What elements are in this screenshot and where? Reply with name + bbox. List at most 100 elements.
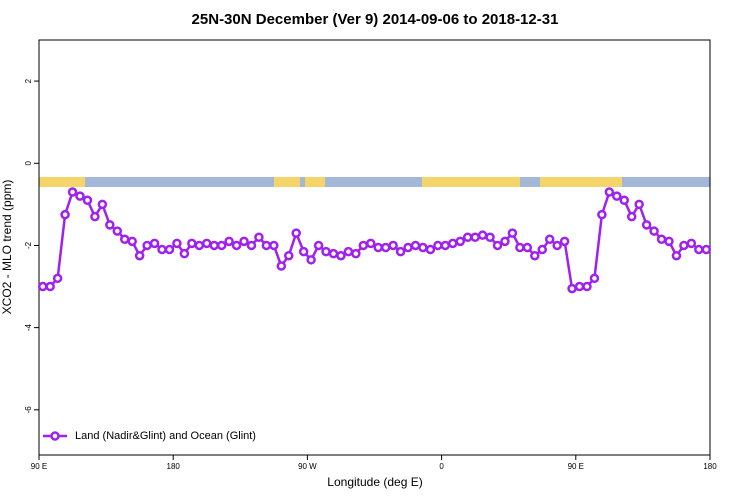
point	[567, 283, 577, 294]
point	[216, 240, 227, 251]
point	[440, 240, 451, 251]
point	[246, 240, 257, 251]
point	[119, 234, 130, 245]
y-tick-label: 2	[24, 78, 33, 83]
point	[634, 199, 644, 210]
point	[127, 236, 137, 247]
y-tick-label: -4	[24, 324, 33, 332]
legend-label: Land (Nadir&Glint) and Ocean (Glint)	[75, 430, 256, 442]
point	[462, 232, 473, 242]
y-tick-label: -6	[24, 406, 33, 414]
point	[351, 248, 361, 259]
point	[179, 248, 190, 259]
point	[515, 242, 525, 253]
point	[626, 211, 637, 222]
point	[373, 242, 383, 253]
point	[582, 281, 592, 292]
point	[418, 242, 428, 253]
point	[328, 248, 339, 259]
point	[291, 228, 301, 238]
point	[552, 240, 562, 251]
point	[559, 236, 570, 247]
point	[448, 238, 458, 249]
point	[604, 187, 615, 197]
point	[157, 244, 167, 255]
point	[686, 238, 697, 249]
land	[422, 177, 520, 187]
point	[619, 195, 630, 205]
point	[239, 236, 249, 247]
point	[343, 246, 354, 257]
point	[395, 246, 406, 257]
point	[194, 240, 205, 251]
legend-marker	[50, 431, 60, 441]
land-ocean-strip	[39, 177, 710, 187]
point	[500, 236, 510, 247]
y-tick-label: 0	[24, 160, 33, 165]
point	[612, 191, 622, 201]
point	[574, 281, 585, 292]
point	[172, 238, 182, 249]
land	[274, 177, 300, 187]
point	[694, 244, 704, 255]
x-axis-label: Longitude (deg E)	[327, 475, 422, 489]
point	[425, 244, 436, 255]
point	[597, 209, 607, 220]
point	[142, 240, 152, 251]
point	[492, 240, 503, 251]
point	[366, 238, 376, 249]
point	[202, 238, 212, 249]
point	[641, 220, 652, 230]
point	[97, 199, 108, 210]
point	[37, 281, 48, 292]
point	[656, 234, 667, 245]
point	[134, 250, 145, 261]
point	[164, 244, 175, 255]
ocean	[39, 177, 710, 187]
point	[403, 242, 413, 253]
point	[530, 250, 540, 261]
x-tick-label: 90 E	[568, 462, 584, 471]
point	[254, 232, 264, 242]
point	[60, 209, 70, 220]
point	[679, 240, 689, 251]
point	[544, 234, 555, 245]
point	[388, 240, 398, 251]
point	[149, 238, 160, 249]
x-tick-label: 90 W	[298, 462, 317, 471]
land	[540, 177, 622, 187]
point	[82, 195, 93, 205]
point	[298, 246, 309, 257]
point	[455, 236, 465, 247]
x-tick-label: 180	[703, 462, 717, 471]
point	[187, 238, 197, 249]
point	[336, 250, 346, 261]
point	[522, 242, 533, 253]
point	[284, 250, 294, 261]
point	[45, 281, 55, 292]
point	[276, 261, 287, 271]
y-axis-label: XCO2 - MLO trend (ppm)	[0, 180, 14, 315]
point	[52, 273, 63, 284]
point	[90, 211, 100, 222]
y-tick-label: -2	[24, 241, 33, 249]
point	[664, 236, 674, 247]
x-tick-label: 0	[439, 462, 444, 471]
point	[105, 220, 115, 230]
point	[306, 255, 316, 265]
point	[209, 240, 219, 251]
series-line	[42, 190, 707, 291]
point	[701, 244, 712, 255]
point	[537, 244, 547, 255]
point	[649, 226, 659, 236]
x-tick-label: 180	[167, 462, 181, 471]
point	[485, 232, 495, 242]
chart-title: 25N-30N December (Ver 9) 2014-09-06 to 2…	[192, 11, 559, 28]
point	[358, 240, 369, 251]
land	[39, 177, 85, 187]
point	[410, 240, 421, 251]
point	[507, 228, 518, 238]
point	[269, 240, 279, 251]
land	[305, 177, 325, 187]
